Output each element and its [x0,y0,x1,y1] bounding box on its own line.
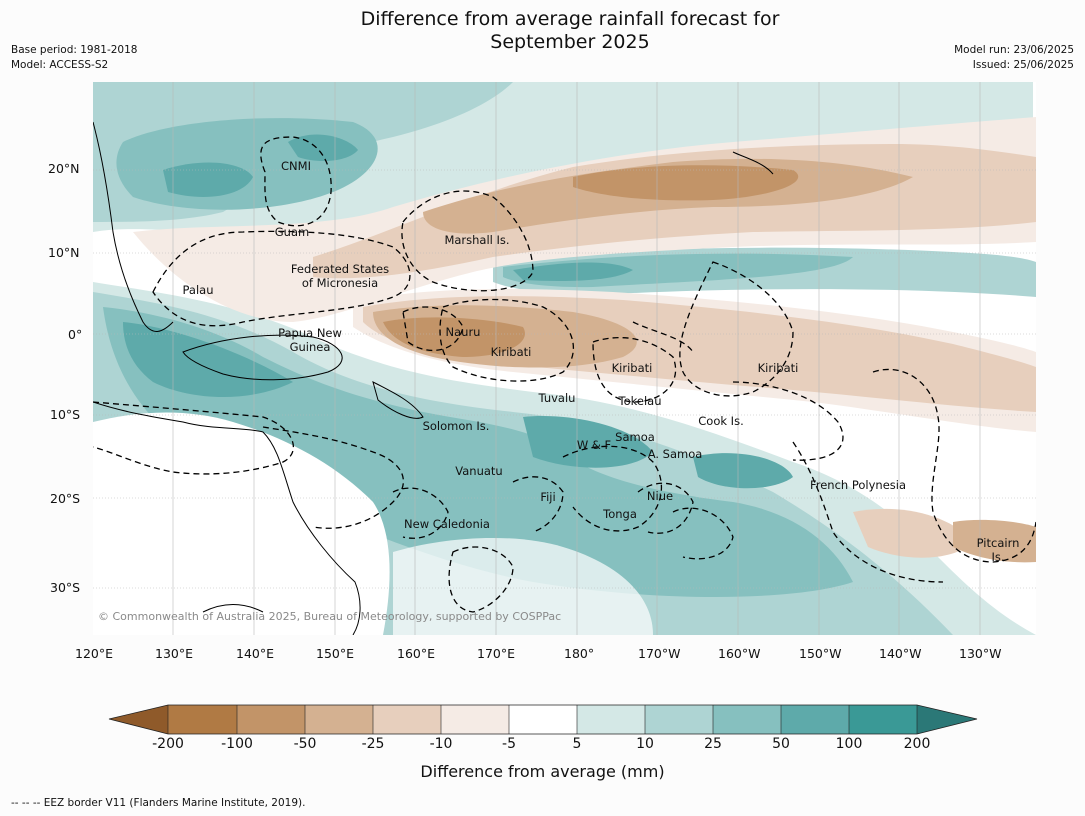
graticule [93,82,1036,635]
label-pitcairn-line2: Is. [991,550,1005,564]
eez-footnote: -- -- -- EEZ border V11 (Flanders Marine… [11,797,306,809]
coastlines [93,121,774,635]
label-tokelau: Tokelau [618,394,662,408]
label-tonga: Tonga [603,507,637,521]
lon-tick-180: 180° [564,646,595,661]
colorbar-label-3: -25 [361,736,385,752]
header-right: Model run: 23/06/2025 Issued: 25/06/2025 [954,43,1074,73]
label-guam: Guam [274,225,310,239]
colorbar-label-11: 200 [903,736,931,752]
colorbar-label-6: 5 [572,736,582,752]
lon-tick-170w: 170°W [638,646,681,661]
colorbar-label-1: -100 [221,736,253,752]
label-png: Papua New Guinea [278,326,342,354]
label-pitcairn: Pitcairn Is. [977,536,1020,564]
model-name: Model: ACCESS-S2 [11,59,109,71]
chart-title: Difference from average rainfall forecas… [0,8,1085,54]
colorbar-swatch-2 [237,705,305,734]
colorbar-label-5: -5 [502,736,516,752]
rainfall-map [93,82,1036,635]
label-wallis-futuna: W & F [576,438,612,452]
lon-tick-160e: 160°E [397,646,436,661]
colorbar-swatch-10 [781,705,849,734]
lon-tick-120e: 120°E [75,646,114,661]
label-nauru: Nauru [445,325,481,339]
map-canvas [93,82,1036,635]
label-fiji: Fiji [540,490,556,504]
label-fsm-line2: of Micronesia [301,276,379,290]
eez-borders [93,136,1036,613]
lon-tick-130w: 130°W [959,646,1002,661]
label-palau: Palau [182,283,214,297]
colorbar-label-2: -50 [293,736,317,752]
colorbar-swatch-1 [168,705,237,734]
label-pitcairn-line1: Pitcairn [976,536,1020,550]
colorbar-swatch-6 [509,705,577,734]
lat-tick-20n: 20°N [48,161,80,176]
label-kiribati-east: Kiribati [757,361,799,375]
label-tuvalu: Tuvalu [538,391,576,405]
colorbar-extend-high [917,705,977,734]
label-kiribati-central: Kiribati [611,361,653,375]
colorbar-label-0: -200 [152,736,184,752]
lon-tick-150e: 150°E [316,646,355,661]
colorbar-axis-label: Difference from average (mm) [420,762,665,781]
label-png-line1: Papua New [278,326,342,340]
lon-tick-150w: 150°W [799,646,842,661]
colorbar-label-9: 50 [772,736,790,752]
lon-tick-140w: 140°W [879,646,922,661]
title-line-2: September 2025 [490,31,650,53]
label-fsm: Federated States of Micronesia [291,262,389,290]
label-cook-islands: Cook Is. [698,414,744,428]
colorbar-swatch-7 [577,705,645,734]
colorbar-label-10: 100 [835,736,863,752]
label-marshall-islands: Marshall Is. [444,233,510,247]
lon-tick-170e: 170°E [477,646,516,661]
label-samoa: Samoa [615,430,655,444]
label-kiribati-west: Kiribati [490,345,532,359]
model-run: Model run: 23/06/2025 [954,44,1074,56]
colorbar-swatch-9 [713,705,781,734]
colorbar-swatch-3 [305,705,373,734]
colorbar-label-7: 10 [636,736,654,752]
lon-tick-140e: 140°E [236,646,275,661]
issued-date: Issued: 25/06/2025 [972,59,1074,71]
lat-tick-0: 0° [68,327,83,342]
copyright-text: © Commonwealth of Australia 2025, Bureau… [98,610,562,623]
label-cnmi: CNMI [281,159,311,173]
header-left: Base period: 1981-2018 Model: ACCESS-S2 [11,43,137,73]
lat-tick-20s: 20°S [50,491,81,506]
label-american-samoa: A. Samoa [647,447,703,461]
lat-tick-10n: 10°N [48,245,80,260]
label-png-line2: Guinea [289,340,331,354]
colorbar-swatch-4 [373,705,441,734]
dry-anomaly-zones [133,117,1036,563]
lon-tick-130e: 130°E [155,646,194,661]
colorbar-swatch-5 [441,705,509,734]
colorbar-swatch-8 [645,705,713,734]
lon-tick-160w: 160°W [718,646,761,661]
title-line-1: Difference from average rainfall forecas… [360,8,780,30]
lat-tick-10s: 10°S [50,407,81,422]
label-new-caledonia: New Caledonia [404,517,490,531]
label-fsm-line1: Federated States [290,262,390,276]
colorbar-swatch-11 [849,705,917,734]
colorbar-extend-low [109,705,168,734]
base-period: Base period: 1981-2018 [11,44,138,56]
lat-tick-30s: 30°S [50,580,81,595]
label-solomon-islands: Solomon Is. [422,419,490,433]
colorbar [108,704,978,735]
colorbar-label-8: 25 [704,736,722,752]
label-french-polynesia: French Polynesia [809,478,907,492]
colorbar-label-4: -10 [429,736,453,752]
label-vanuatu: Vanuatu [455,464,503,478]
label-niue: Niue [646,489,674,503]
